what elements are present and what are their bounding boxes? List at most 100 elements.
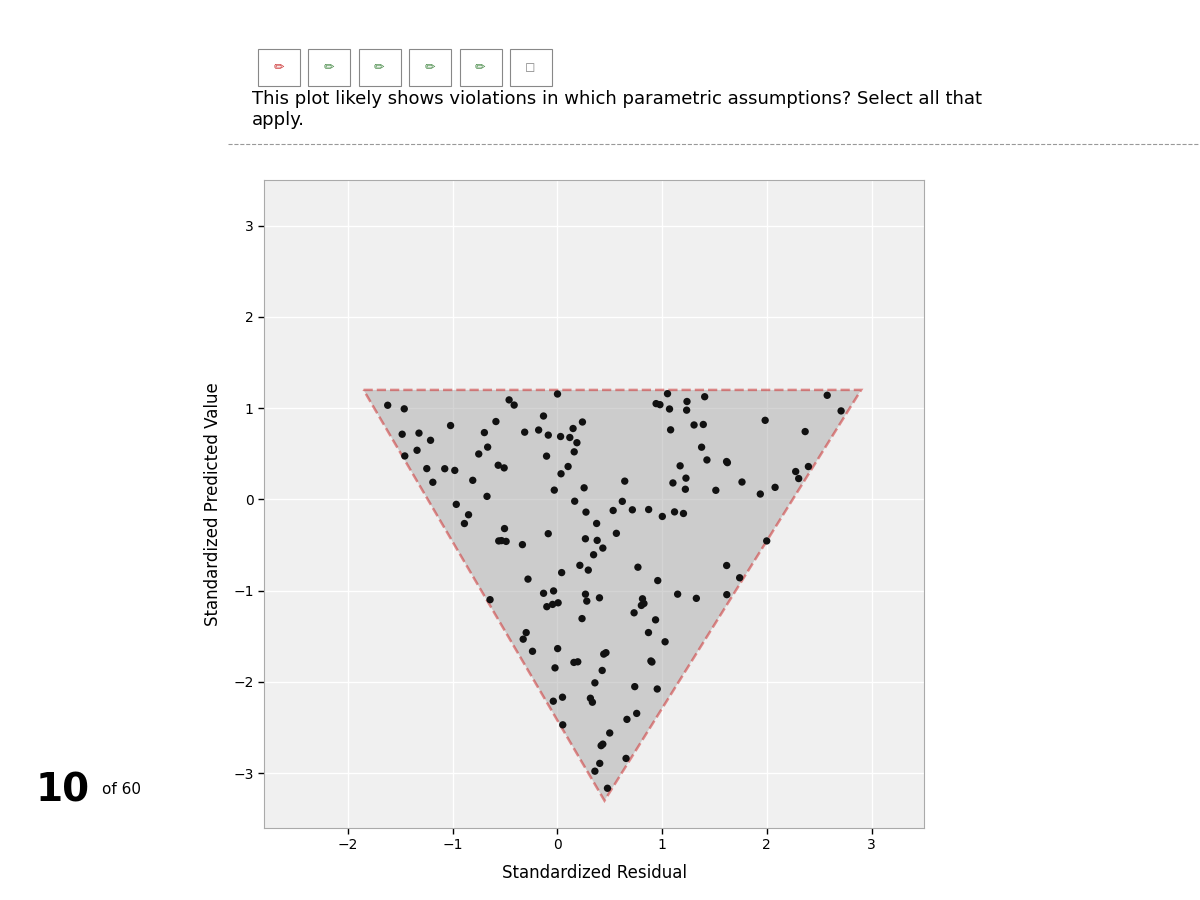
Point — [694, 418, 713, 432]
Point — [655, 634, 674, 649]
Point — [576, 505, 595, 519]
Point — [424, 475, 443, 490]
Point — [409, 426, 428, 440]
Point — [625, 680, 644, 694]
Point — [641, 653, 660, 668]
Point — [692, 440, 712, 454]
Point — [623, 502, 642, 517]
Point — [686, 591, 706, 606]
Point — [583, 695, 602, 709]
Point — [578, 562, 598, 577]
Point — [463, 473, 482, 488]
Point — [668, 587, 688, 601]
Point — [593, 737, 612, 751]
Point — [660, 401, 679, 416]
Point — [542, 598, 562, 612]
Point — [553, 717, 572, 732]
Point — [607, 526, 626, 541]
Point — [648, 682, 667, 697]
Point — [494, 521, 514, 535]
Point — [817, 388, 836, 402]
Point — [593, 541, 612, 555]
Point — [512, 537, 532, 552]
Point — [590, 756, 610, 770]
Point — [604, 503, 623, 517]
Point — [661, 423, 680, 437]
Point — [529, 423, 548, 437]
Point — [499, 392, 518, 407]
Point — [539, 428, 558, 442]
X-axis label: Standardized Residual: Standardized Residual — [502, 863, 686, 881]
Point — [598, 781, 617, 796]
Point — [653, 509, 672, 524]
Point — [544, 694, 563, 708]
Point — [592, 739, 611, 753]
Point — [392, 427, 412, 441]
Point — [617, 752, 636, 766]
Text: This plot likely shows violations in which parametric assumptions? Select all th: This plot likely shows violations in whi… — [252, 90, 982, 129]
Point — [492, 534, 511, 548]
Point — [646, 613, 665, 627]
Point — [650, 398, 670, 412]
Point — [658, 386, 677, 400]
Text: ✏: ✏ — [425, 61, 434, 74]
Point — [548, 387, 568, 401]
Point — [560, 430, 580, 445]
Text: of 60: of 60 — [102, 781, 142, 797]
Point — [632, 591, 652, 606]
Point — [455, 517, 474, 531]
Point — [536, 449, 556, 464]
Point — [695, 390, 714, 404]
Point — [494, 461, 514, 475]
Point — [732, 475, 751, 490]
Point — [480, 592, 499, 607]
Point — [587, 517, 606, 531]
Point — [440, 418, 460, 433]
Point — [514, 632, 533, 646]
Point — [586, 676, 605, 690]
Point — [786, 464, 805, 479]
Point — [575, 481, 594, 495]
Polygon shape — [364, 390, 862, 801]
Point — [577, 594, 596, 608]
Point — [395, 449, 414, 464]
Point — [766, 481, 785, 495]
Point — [600, 725, 619, 740]
Point — [756, 413, 775, 428]
Text: ✏: ✏ — [274, 61, 283, 74]
Point — [548, 642, 568, 656]
Point — [553, 690, 572, 705]
Point — [642, 655, 661, 670]
Point — [596, 645, 616, 660]
Point — [544, 584, 563, 598]
Point — [568, 436, 587, 450]
Point — [497, 535, 516, 549]
Point — [515, 425, 534, 439]
Point — [552, 466, 571, 481]
Point — [616, 474, 635, 489]
Point — [716, 454, 736, 469]
Point — [395, 401, 414, 416]
Point — [730, 571, 749, 585]
Y-axis label: Standardized Predicted Value: Standardized Predicted Value — [204, 382, 222, 626]
Point — [545, 483, 564, 498]
Point — [576, 587, 595, 601]
Point — [436, 462, 455, 476]
Point — [523, 644, 542, 659]
Point — [684, 418, 703, 432]
Point — [588, 533, 607, 547]
Point — [617, 712, 636, 726]
Point — [551, 429, 570, 444]
Point — [478, 440, 497, 454]
Point — [593, 663, 612, 678]
Point — [832, 404, 851, 419]
Point — [674, 507, 694, 521]
Point — [478, 490, 497, 504]
Text: 10: 10 — [36, 772, 90, 810]
Point — [418, 462, 437, 476]
Point — [790, 472, 809, 486]
Point — [628, 706, 647, 721]
Point — [640, 502, 659, 517]
Text: ✏: ✏ — [475, 61, 485, 74]
Point — [488, 458, 508, 473]
